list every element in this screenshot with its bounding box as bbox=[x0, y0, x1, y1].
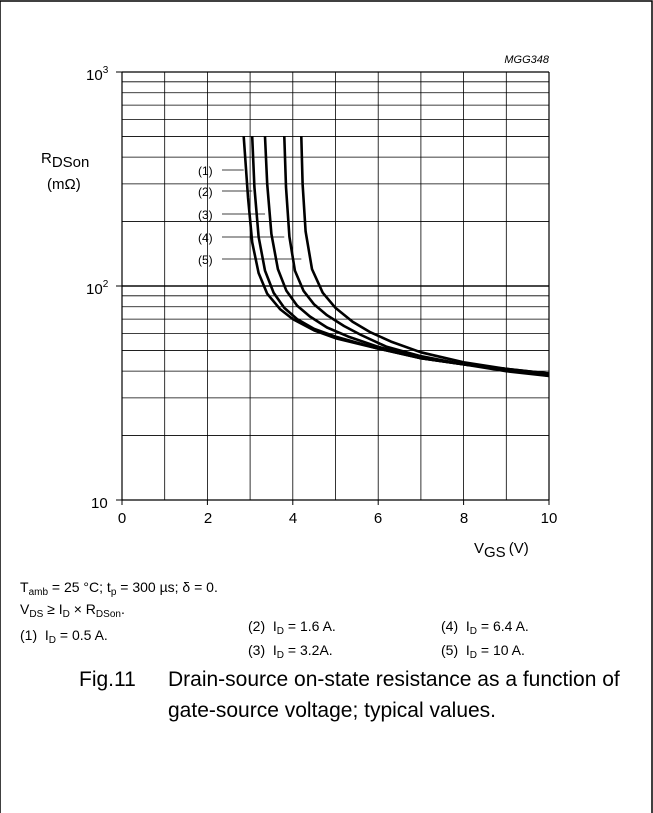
conditions-line-2: VDS ≥ ID × RDSon. bbox=[20, 601, 125, 620]
series-1-line bbox=[242, 136, 550, 375]
grid bbox=[116, 71, 550, 505]
series-2-label: (2) bbox=[198, 185, 213, 199]
y-tick-1000: 103 bbox=[86, 65, 109, 84]
x-tick-2: 2 bbox=[204, 510, 212, 527]
y-tick-10: 10 bbox=[91, 495, 108, 512]
x-tick-8: 8 bbox=[460, 510, 468, 527]
curves bbox=[242, 136, 550, 378]
series-2-line bbox=[250, 136, 550, 375]
legend-item-5: (5) ID = 10 A. bbox=[441, 642, 525, 661]
x-tick-0: 0 bbox=[118, 510, 126, 527]
x-tick-4: 4 bbox=[289, 510, 297, 527]
figure-number: Fig.11 bbox=[79, 668, 136, 691]
legend-item-1: (1) ID = 0.5 A. bbox=[20, 627, 108, 646]
chart-code: MGG348 bbox=[504, 54, 550, 66]
x-axis-label: VGS (V) bbox=[474, 540, 529, 560]
series-3-label: (3) bbox=[198, 208, 213, 222]
x-tick-6: 6 bbox=[374, 510, 382, 527]
y-axis-label: RDSon bbox=[41, 150, 89, 171]
curve-leaders: (1) (2) (3) (4) (5) bbox=[198, 164, 302, 267]
series-5-label: (5) bbox=[198, 253, 213, 267]
legend-item-4: (4) ID = 6.4 A. bbox=[441, 618, 529, 637]
series-1-label: (1) bbox=[198, 164, 213, 178]
series-4-line bbox=[283, 136, 550, 378]
legend-item-3: (3) ID = 3.2A. bbox=[248, 642, 333, 661]
y-axis-unit: (mΩ) bbox=[47, 176, 81, 193]
series-5-line bbox=[300, 136, 550, 378]
x-tick-10: 10 bbox=[541, 510, 558, 527]
y-tick-100: 102 bbox=[86, 279, 109, 298]
conditions-line-1: Tamb = 25 °C; tp = 300 µs; δ = 0. bbox=[20, 579, 218, 598]
chart: (1)(2)(3)(4)(5) MGG348 103 102 10 RDSon … bbox=[41, 54, 558, 560]
figure-description: Drain-source on-state resistance as a fu… bbox=[168, 668, 620, 722]
series-4-label: (4) bbox=[198, 231, 213, 245]
legend-item-2: (2) ID = 1.6 A. bbox=[248, 618, 336, 637]
